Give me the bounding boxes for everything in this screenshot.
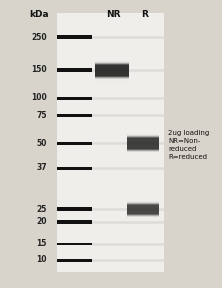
Text: 75: 75 bbox=[36, 111, 47, 120]
Text: 25: 25 bbox=[37, 204, 47, 213]
Text: kDa: kDa bbox=[29, 10, 49, 19]
Text: 15: 15 bbox=[37, 240, 47, 249]
Text: R: R bbox=[142, 10, 149, 19]
Text: 250: 250 bbox=[31, 33, 47, 41]
Text: 2ug loading
NR=Non-
reduced
R=reduced: 2ug loading NR=Non- reduced R=reduced bbox=[168, 130, 209, 160]
Text: 10: 10 bbox=[36, 255, 47, 264]
Text: 100: 100 bbox=[31, 94, 47, 103]
Text: 20: 20 bbox=[36, 217, 47, 226]
Text: NR: NR bbox=[106, 10, 120, 19]
Text: 37: 37 bbox=[36, 164, 47, 173]
Text: 50: 50 bbox=[37, 139, 47, 147]
Text: 150: 150 bbox=[31, 65, 47, 75]
